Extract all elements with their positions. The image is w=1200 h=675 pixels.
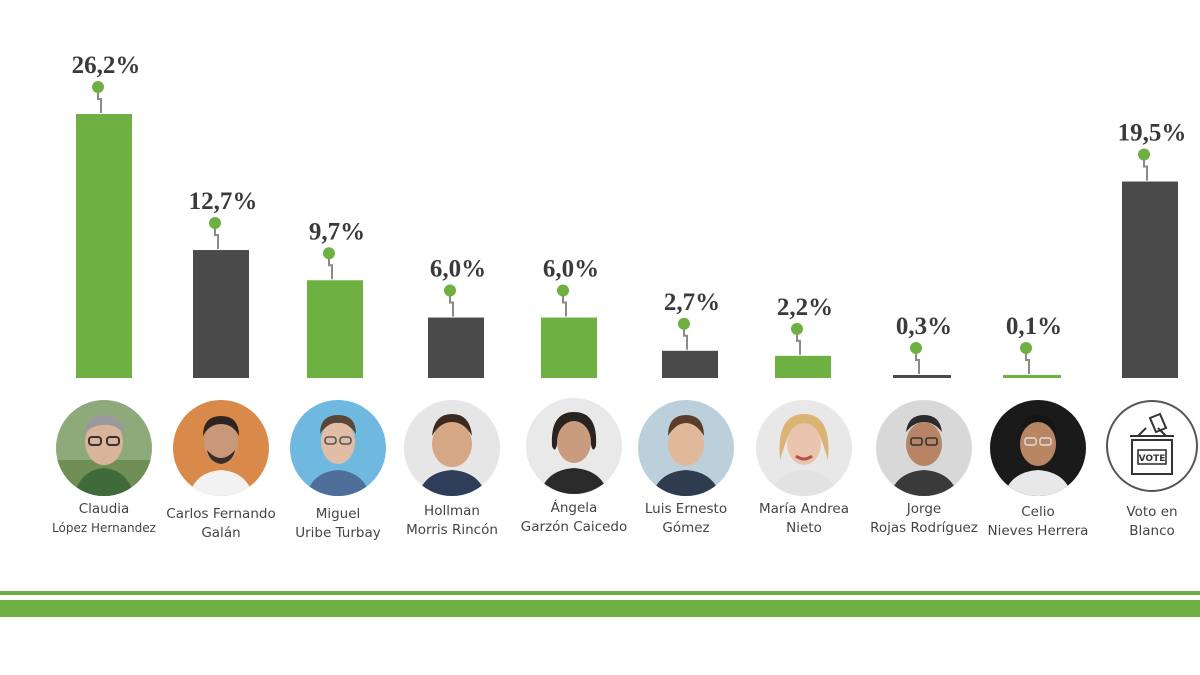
avatar-carlos-galan xyxy=(173,400,269,496)
candidate-name-line2: Gómez xyxy=(662,520,710,536)
bar-7 xyxy=(893,374,951,378)
bar-3 xyxy=(428,317,484,378)
candidate-name-line2: Uribe Turbay xyxy=(295,525,381,541)
avatar-claudia-lopez xyxy=(56,400,152,496)
candidate-name-line1: María Andrea xyxy=(759,501,849,517)
candidate-name-line1: Miguel xyxy=(315,506,361,522)
candidate-name-carlos-galan: Carlos Fernando Galán xyxy=(151,505,291,543)
value-label-0: 26,2% xyxy=(72,52,141,79)
candidate-name-celio-nieves: Celio Nieves Herrera xyxy=(968,503,1108,541)
bar-dot-9 xyxy=(1138,148,1150,161)
bar-stem-3 xyxy=(449,295,454,317)
candidate-name-line2: Rojas Rodríguez xyxy=(870,520,978,536)
candidate-photo-icon xyxy=(404,400,500,496)
avatar-maria-nieto xyxy=(756,400,852,496)
candidate-name-line2: López Hernandez xyxy=(52,521,156,535)
candidate-name-line1: Jorge xyxy=(906,501,942,517)
bar-dot-6 xyxy=(791,322,803,335)
bar-stem-9 xyxy=(1143,159,1148,181)
bar-dot-2 xyxy=(323,247,335,260)
value-label-5: 2,7% xyxy=(664,289,720,316)
candidate-name-line1: Voto en xyxy=(1126,504,1178,520)
bar-stem-0 xyxy=(97,92,102,113)
candidate-photo-icon xyxy=(290,400,386,496)
bar-stem-5 xyxy=(683,328,688,350)
bar-dot-3 xyxy=(444,284,456,297)
bar-8 xyxy=(1003,375,1061,378)
avatar-jorge-rojas xyxy=(876,400,972,496)
avatar-luis-gomez xyxy=(638,400,734,496)
bar-2 xyxy=(307,280,363,378)
avatar-miguel-uribe xyxy=(290,400,386,496)
value-label-8: 0,1% xyxy=(1006,313,1062,340)
bar-dot-0 xyxy=(92,81,104,93)
candidate-name-line1: Celio xyxy=(1021,504,1055,520)
bar-stem-1 xyxy=(214,228,219,250)
candidate-photo-icon xyxy=(876,400,972,496)
bar-6 xyxy=(775,355,831,378)
value-label-2: 9,7% xyxy=(309,218,365,245)
bar-stem-2 xyxy=(328,258,333,280)
bar-1 xyxy=(193,250,249,378)
candidate-name-line2: Nieto xyxy=(786,520,822,536)
bar-0 xyxy=(76,114,132,378)
value-label-6: 2,2% xyxy=(777,294,833,321)
candidate-photo-icon xyxy=(756,400,852,496)
bar-4 xyxy=(541,317,597,378)
candidate-name-line2: Morris Rincón xyxy=(406,522,498,538)
ballot-box-icon: VOTE xyxy=(1130,412,1174,475)
candidate-photo-icon xyxy=(526,398,622,494)
candidate-name-claudia-lopez: Claudia López Hernandez xyxy=(34,500,174,538)
candidate-photo-icon xyxy=(638,400,734,496)
candidate-photo-icon xyxy=(990,400,1086,496)
bar-dot-1 xyxy=(209,217,221,230)
candidate-name-maria-nieto: María Andrea Nieto xyxy=(734,500,874,538)
candidate-name-line1: Carlos Fernando xyxy=(166,506,276,522)
footer-rule-thin xyxy=(0,591,1200,595)
candidate-name-hollman-morris: Hollman Morris Rincón xyxy=(382,502,522,540)
candidate-photo-icon xyxy=(56,400,152,496)
value-label-1: 12,7% xyxy=(189,188,258,215)
candidate-name-line1: Ángela xyxy=(550,500,598,516)
candidate-name-voto-en-blanco: Voto en Blanco xyxy=(1082,503,1200,541)
candidate-name-line2: Galán xyxy=(201,525,241,541)
bar-dot-4 xyxy=(557,284,569,297)
bar-chart: 26,2% 12,7% 9,7% 6,0% 6,0% 2,7% 2,2% 0,3% 0,1% 19… xyxy=(72,52,1187,378)
candidate-name-luis-gomez: Luis Ernesto Gómez xyxy=(616,500,756,538)
candidate-name-angela-garzon: Ángela Garzón Caicedo xyxy=(504,499,644,537)
candidate-name-miguel-uribe: Miguel Uribe Turbay xyxy=(268,505,408,543)
value-label-4: 6,0% xyxy=(543,256,599,283)
bar-dot-5 xyxy=(678,317,690,330)
candidate-name-line1: Luis Ernesto xyxy=(644,501,728,517)
candidate-name-line1: Claudia xyxy=(78,501,130,517)
bar-dot-8 xyxy=(1020,342,1032,354)
candidate-photo-icon xyxy=(173,400,269,496)
bar-stem-6 xyxy=(796,333,801,355)
bar-dot-7 xyxy=(910,341,922,354)
avatar-angela-garzon xyxy=(526,398,622,494)
candidate-name-line2: Blanco xyxy=(1129,523,1175,539)
bar-stem-7 xyxy=(915,352,920,374)
bar-stem-8 xyxy=(1025,353,1030,374)
candidate-name-line2: Garzón Caicedo xyxy=(520,519,628,535)
footer-rule-thick xyxy=(0,600,1200,617)
vote-box-text: VOTE xyxy=(1139,454,1166,464)
bar-5 xyxy=(662,350,718,378)
value-label-7: 0,3% xyxy=(896,313,952,340)
bar-9 xyxy=(1122,181,1178,378)
avatar-voto-en-blanco: VOTE xyxy=(1106,400,1198,492)
bar-stem-4 xyxy=(562,295,567,317)
value-label-3: 6,0% xyxy=(430,256,486,283)
candidate-name-jorge-rojas: Jorge Rojas Rodríguez xyxy=(854,500,994,538)
candidate-name-line1: Hollman xyxy=(424,503,480,519)
avatar-celio-nieves xyxy=(990,400,1086,496)
value-label-9: 19,5% xyxy=(1118,120,1187,147)
avatar-hollman-morris xyxy=(404,400,500,496)
candidate-name-line2: Nieves Herrera xyxy=(987,523,1089,539)
